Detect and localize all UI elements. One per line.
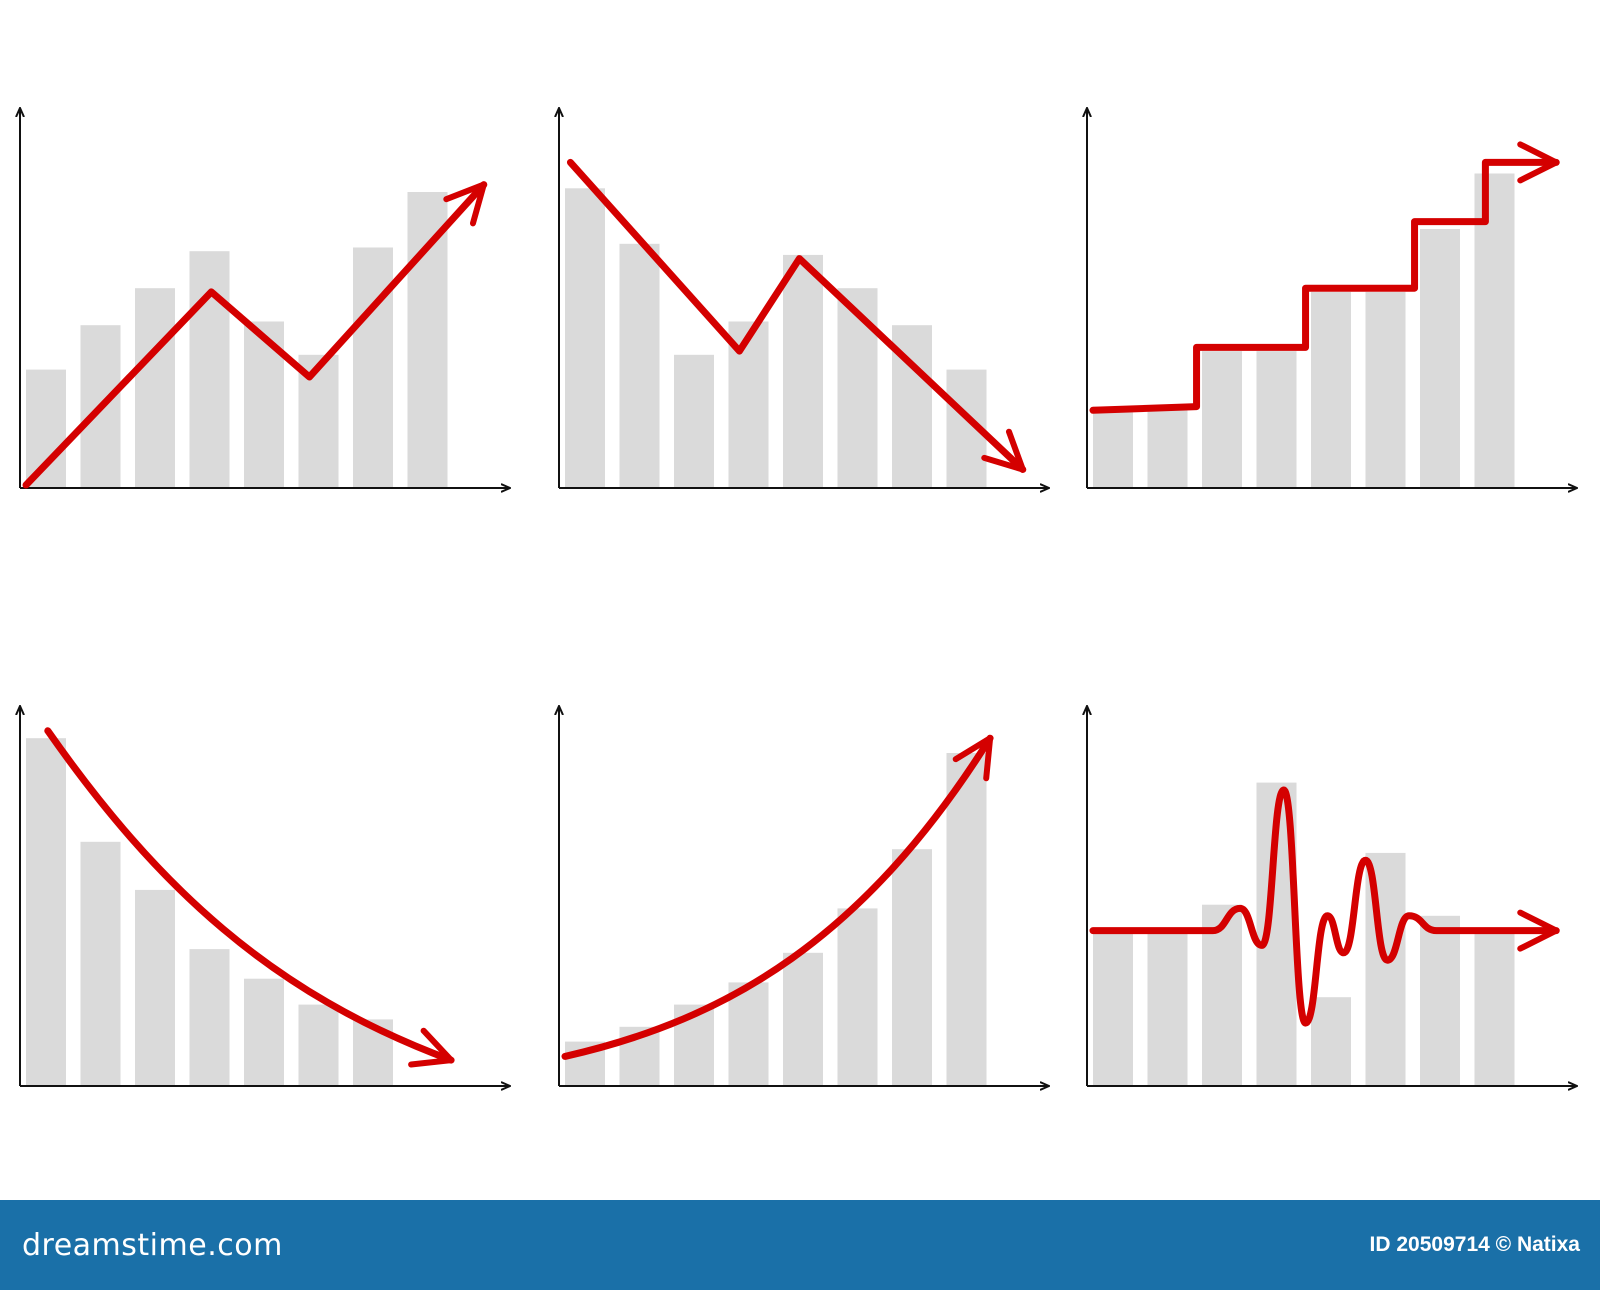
chart-bar [1202, 904, 1242, 1086]
charts-canvas [0, 0, 1600, 1200]
chart-bar [1256, 351, 1297, 488]
chart-bar [674, 354, 714, 488]
chart-bar [1093, 930, 1133, 1086]
chart-panel-2 [559, 108, 1049, 488]
chart-panel-1 [20, 108, 510, 488]
trend-arrow-line [1089, 141, 1560, 414]
trend-arrow-line [561, 734, 994, 1060]
chart-bar [1202, 351, 1242, 488]
trend-arrow-line [22, 181, 488, 489]
chart-bar [892, 849, 932, 1086]
chart-bar [1147, 406, 1188, 488]
chart-bar [1420, 229, 1460, 488]
trend-arrow-line [44, 727, 455, 1068]
chart-bar [135, 288, 175, 488]
chart-bar [189, 949, 230, 1086]
chart-bar [1365, 291, 1406, 488]
trend-arrow-line [1089, 786, 1560, 1027]
trend-arrow-line [566, 158, 1027, 473]
chart-bar [946, 753, 987, 1086]
chart-bar [1311, 997, 1351, 1086]
chart-bar [1474, 173, 1515, 488]
footer-bar: dreamstime.com ID 20509714 © Natixa [0, 1200, 1600, 1290]
chart-bar [407, 192, 448, 488]
chart-bar [244, 978, 284, 1086]
chart-bar [1311, 291, 1351, 488]
chart-bar [783, 952, 823, 1086]
chart-panel-5 [559, 706, 1049, 1086]
chart-bar [1420, 915, 1460, 1086]
chart-bar [565, 188, 605, 489]
chart-bar [1147, 930, 1188, 1086]
chart-bar [1093, 406, 1133, 488]
chart-bar [837, 908, 878, 1086]
chart-panel-3 [1087, 108, 1577, 488]
chart-bar [189, 251, 230, 488]
chart-panel-6 [1087, 706, 1577, 1086]
chart-bar [26, 369, 66, 488]
chart-bar [619, 243, 660, 488]
chart-bar [728, 982, 769, 1086]
chart-bar [783, 254, 823, 488]
chart-bar [135, 889, 175, 1086]
chart-bar [26, 738, 66, 1086]
chart-bar [353, 247, 393, 488]
chart-bar [298, 1004, 339, 1086]
chart-bar [1474, 930, 1515, 1086]
chart-bar [80, 841, 121, 1086]
site-logo[interactable]: dreamstime.com [22, 1227, 283, 1263]
chart-panel-4 [20, 706, 510, 1086]
image-credit: ID 20509714 © Natixa [1369, 1233, 1580, 1256]
